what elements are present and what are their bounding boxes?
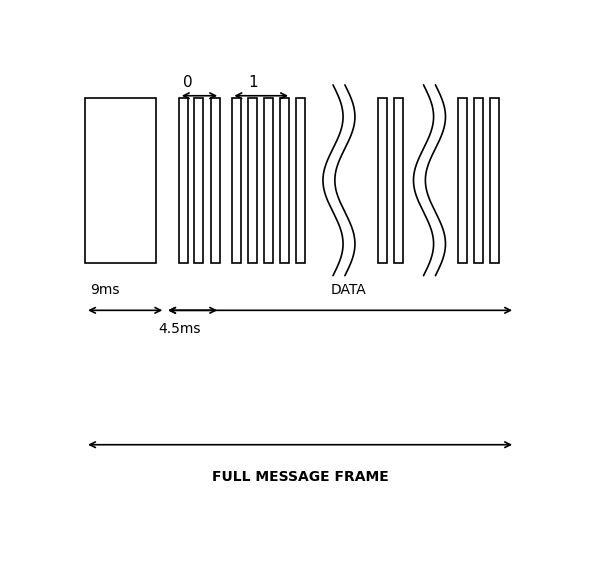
Text: 0: 0 xyxy=(183,75,193,90)
Bar xyxy=(458,98,467,262)
Bar xyxy=(264,98,273,262)
Text: DATA: DATA xyxy=(330,283,366,297)
Bar xyxy=(248,98,257,262)
Bar xyxy=(211,98,220,262)
Text: FULL MESSAGE FRAME: FULL MESSAGE FRAME xyxy=(212,470,388,484)
Bar xyxy=(296,98,304,262)
Bar xyxy=(490,98,499,262)
Bar xyxy=(85,98,156,262)
Text: 1: 1 xyxy=(248,75,258,90)
Bar xyxy=(378,98,387,262)
Text: 9ms: 9ms xyxy=(90,283,119,297)
Bar xyxy=(231,98,241,262)
Text: 4.5ms: 4.5ms xyxy=(158,323,201,336)
Bar xyxy=(474,98,483,262)
Bar xyxy=(280,98,289,262)
Bar xyxy=(194,98,203,262)
Bar xyxy=(394,98,403,262)
Bar xyxy=(179,98,188,262)
